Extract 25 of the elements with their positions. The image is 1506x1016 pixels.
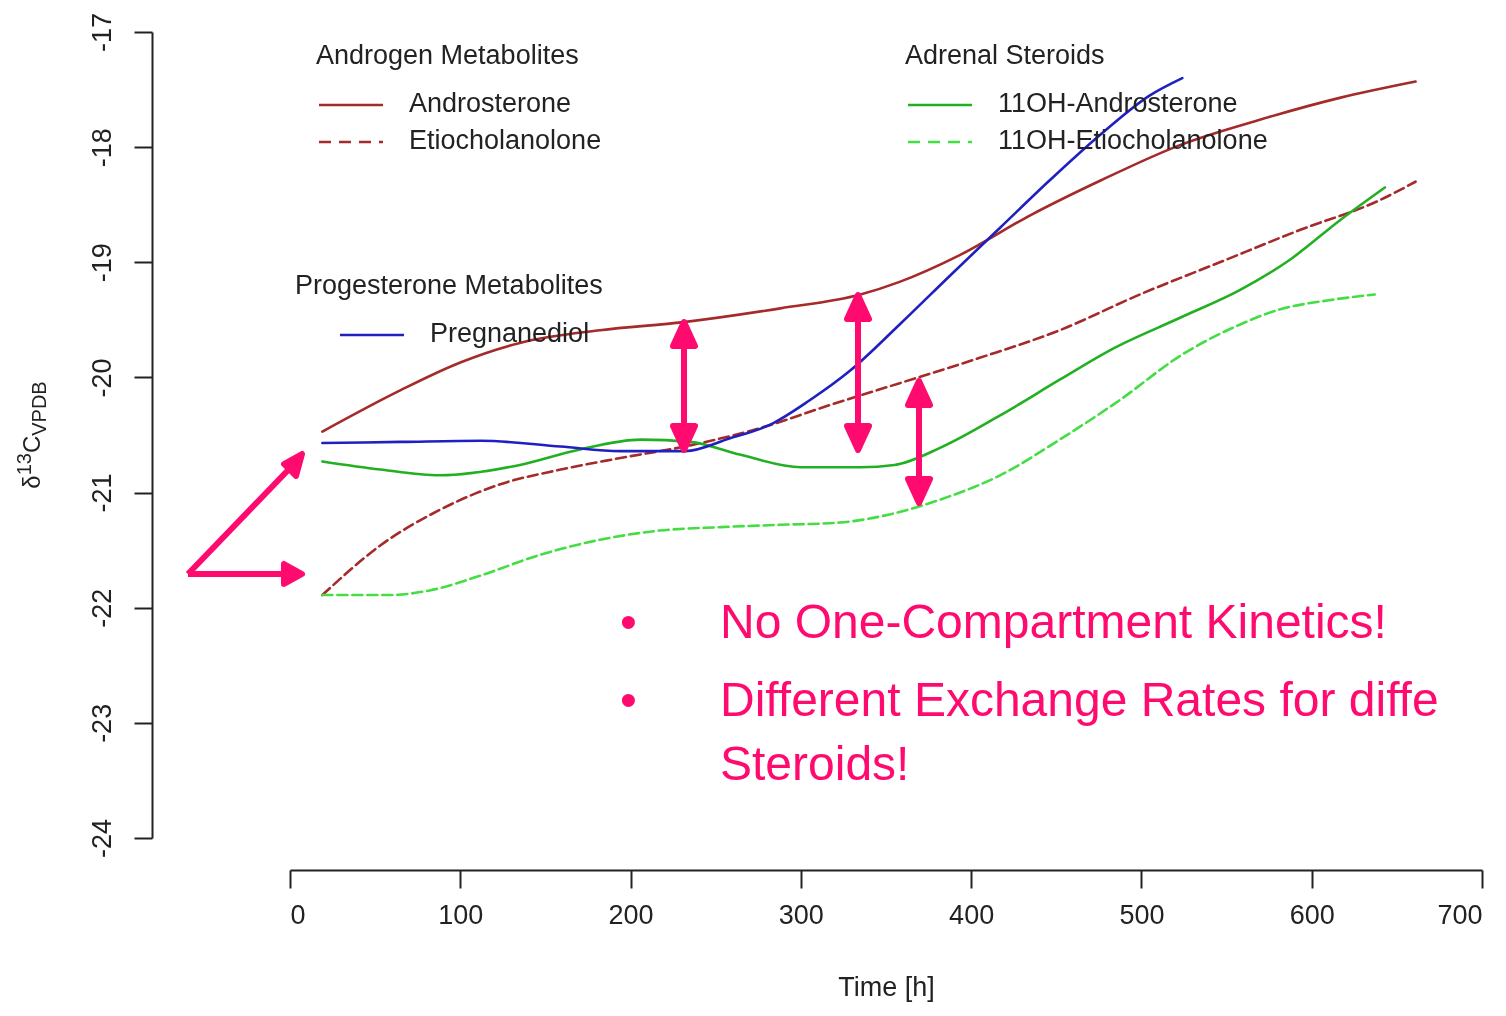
y-tick-label: -19	[86, 243, 117, 283]
y-tick-label: -22	[86, 588, 117, 628]
legend-label: Pregnanediol	[430, 318, 590, 349]
legend-label: Etiocholanolone	[409, 125, 602, 156]
x-tick-label: 700	[1437, 899, 1483, 930]
x-axis-title: Time [h]	[838, 971, 935, 1002]
y-tick-label: -18	[86, 128, 117, 168]
annotation: Androgen Metabolites	[316, 40, 579, 71]
legend-label: Androsterone	[409, 88, 572, 119]
text: • Different Exchange Rates for diffe Steroids!	[620, 673, 1439, 790]
x-tick-label: 400	[949, 899, 995, 930]
annotation: Adrenal Steroids	[905, 40, 1105, 71]
x-tick-label: 200	[608, 899, 654, 930]
y-tick-label: -24	[86, 818, 117, 859]
x-tick-label: 0	[290, 899, 306, 930]
y-tick-label: -20	[86, 358, 117, 398]
x-tick-label: 300	[778, 899, 824, 930]
x-tick-label: 600	[1289, 899, 1335, 930]
y-tick-label: -17	[86, 12, 117, 53]
x-tick-label: 100	[438, 899, 484, 930]
y-tick-label: -23	[86, 703, 117, 743]
x-tick-label: 500	[1119, 899, 1165, 930]
annotation: Progesterone Metabolites	[295, 270, 603, 301]
text: • No One-Compartment Kinetics!	[620, 595, 1387, 648]
y-tick-label: -21	[86, 473, 117, 513]
